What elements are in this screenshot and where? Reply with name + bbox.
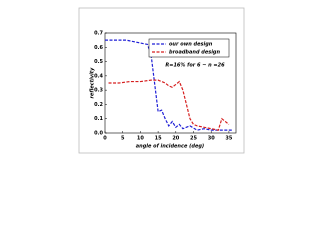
x-tick-label: 10	[137, 136, 144, 142]
legend-box	[148, 38, 230, 58]
y-tick-label: 0.0	[94, 131, 103, 137]
chart-frame	[78, 7, 245, 154]
y-tick-label: 0.5	[94, 59, 103, 65]
series-line	[105, 39, 233, 131]
y-tick-label: 0.7	[94, 31, 103, 37]
legend-label: broadband design	[169, 50, 221, 56]
chart: reflectivity angle of incidence (deg) R=…	[78, 7, 245, 154]
x-tick-label: 5	[121, 136, 125, 142]
y-tick-label: 0.6	[94, 45, 103, 51]
x-tick-label: 25	[190, 136, 197, 142]
annotation: R=16% for 6 ~ n =26	[165, 63, 225, 69]
legend-label: our own design	[169, 42, 213, 48]
x-axis-label: angle of incidence (deg)	[136, 144, 204, 150]
series-line	[108, 79, 230, 131]
y-tick-label: 0.4	[94, 73, 103, 79]
y-tick-label: 0.1	[94, 116, 103, 122]
x-tick-label: 0	[103, 136, 107, 142]
x-tick-label: 20	[172, 136, 179, 142]
plot-area	[104, 32, 237, 134]
y-tick-label: 0.3	[94, 88, 103, 94]
x-tick-label: 35	[225, 136, 232, 142]
x-tick-label: 15	[155, 136, 162, 142]
y-axis-label: reflectivity	[90, 67, 96, 99]
x-tick-label: 30	[208, 136, 215, 142]
y-tick-label: 0.2	[94, 102, 103, 108]
